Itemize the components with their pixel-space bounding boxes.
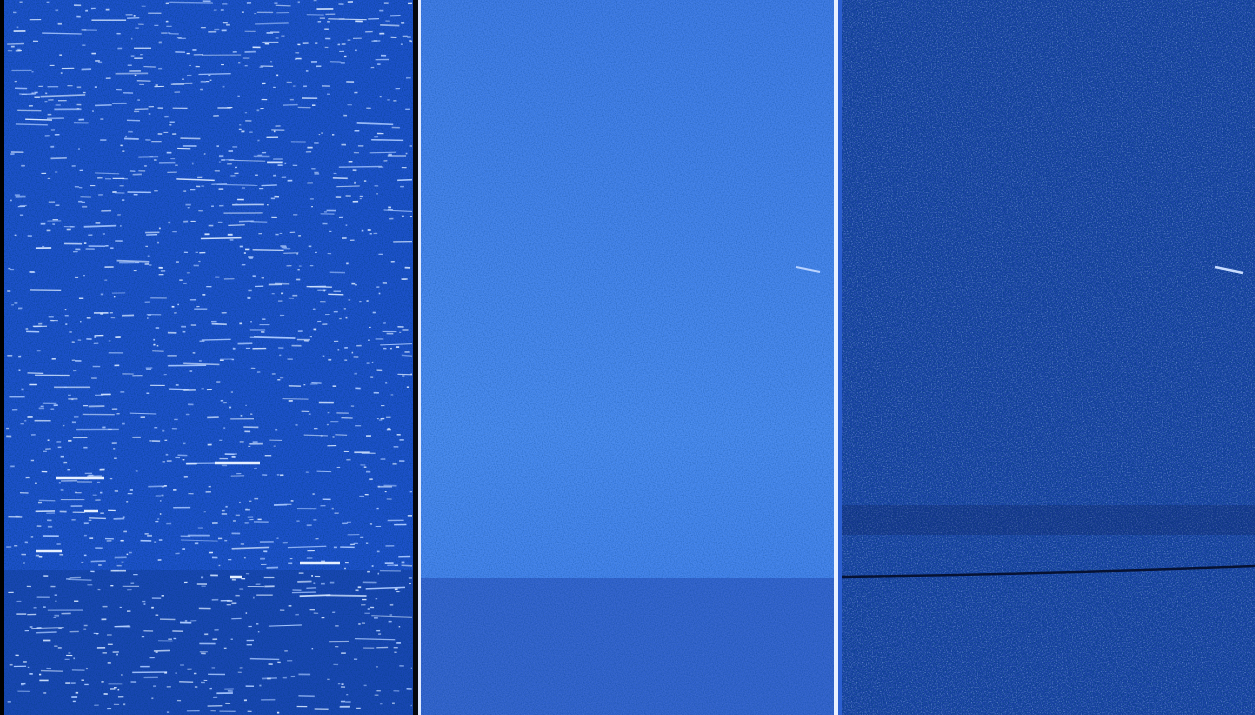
streak	[83, 224, 117, 228]
streak	[303, 434, 328, 437]
streak	[365, 586, 406, 590]
streak	[371, 615, 413, 618]
divider	[834, 0, 838, 715]
streak	[31, 627, 64, 630]
streak	[261, 184, 277, 187]
streak	[216, 183, 258, 186]
streak	[180, 539, 218, 542]
streak	[169, 1, 213, 4]
streak	[328, 18, 367, 21]
streak	[250, 221, 268, 223]
seam	[841, 564, 1255, 579]
streak	[380, 23, 400, 27]
streak	[252, 249, 284, 251]
panel-left	[4, 0, 413, 715]
streak	[200, 236, 242, 240]
panel-middle	[421, 0, 834, 715]
streak	[27, 372, 44, 375]
noise	[842, 0, 1255, 715]
streak	[40, 94, 86, 98]
streak	[369, 151, 397, 154]
streak	[316, 470, 332, 473]
panel-right	[841, 0, 1255, 715]
streak	[89, 517, 106, 520]
divider	[838, 0, 842, 715]
streak	[228, 159, 266, 162]
streak	[1214, 265, 1244, 275]
streak	[153, 649, 171, 652]
streak	[795, 266, 821, 273]
noise	[421, 0, 834, 715]
streak	[94, 104, 112, 107]
divider	[413, 0, 418, 715]
streak	[40, 669, 63, 672]
streak	[198, 73, 231, 76]
streak	[282, 103, 298, 106]
streak	[336, 185, 360, 188]
streak	[275, 4, 291, 7]
streak	[371, 138, 404, 142]
streak	[291, 591, 316, 594]
streak	[356, 122, 394, 126]
streak	[183, 362, 220, 366]
streak	[401, 564, 413, 567]
streak	[249, 657, 280, 661]
streak	[231, 546, 270, 550]
streak	[201, 338, 231, 341]
streak	[116, 259, 150, 263]
streak	[68, 578, 92, 581]
streak	[21, 93, 37, 96]
streak	[124, 137, 139, 140]
streak	[179, 680, 194, 683]
streak	[211, 322, 227, 326]
streaks	[6, 0, 413, 714]
streak	[15, 123, 48, 126]
streak	[50, 156, 67, 160]
streak	[255, 22, 289, 25]
divider	[418, 0, 421, 715]
streak	[338, 165, 382, 168]
streak	[129, 412, 157, 415]
streak	[397, 178, 413, 182]
streak	[268, 624, 302, 627]
streak	[380, 343, 413, 346]
streak	[299, 594, 331, 598]
streak	[409, 39, 413, 43]
streak	[42, 32, 82, 35]
streak	[326, 594, 367, 597]
noise	[4, 0, 413, 715]
streak	[95, 172, 120, 175]
streak	[253, 336, 296, 339]
band	[842, 505, 1255, 535]
streak	[287, 545, 327, 549]
streak	[401, 354, 413, 358]
streak	[354, 637, 396, 641]
streak	[176, 178, 215, 182]
streak	[25, 118, 53, 121]
streak	[36, 631, 57, 634]
streak	[7, 42, 25, 45]
streak	[228, 224, 245, 226]
